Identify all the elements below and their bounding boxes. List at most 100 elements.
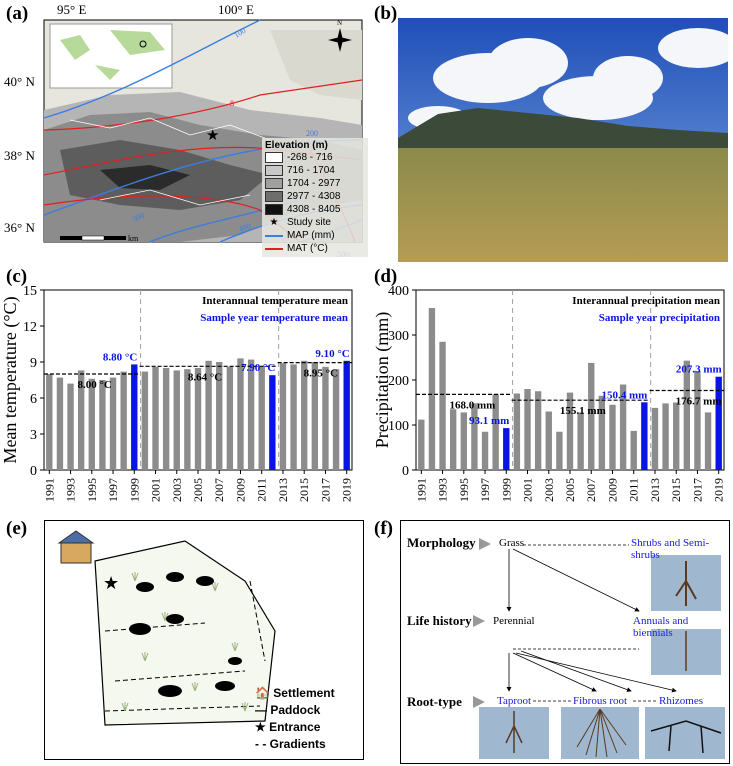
x-tick-label: 2013 — [276, 478, 290, 502]
legend-sample-year: Sample year temperature mean — [200, 312, 348, 324]
grassland-photo — [398, 18, 733, 262]
sample-year-bar — [503, 428, 510, 470]
period-mean-label: 176.7 mm — [676, 395, 722, 407]
legend-paddock: — Paddock — [255, 703, 321, 717]
legend-title: Elevation (m) — [265, 140, 328, 151]
bar — [46, 374, 53, 470]
y-tick-label: 12 — [23, 320, 37, 335]
x-tick-label: 1991 — [414, 478, 428, 502]
node-annuals: Annuals and biennials — [633, 615, 689, 639]
mat-isoline-1 — [43, 79, 363, 131]
legend-item-elev-2: 716 - 1704 — [265, 164, 365, 177]
bar — [109, 377, 117, 470]
map-isoline-100 — [43, 19, 261, 119]
period-mean-label: 8.00 °C — [77, 379, 111, 391]
sample-year-bar — [641, 402, 648, 470]
bar — [524, 389, 531, 470]
bar — [88, 378, 95, 470]
bar — [205, 360, 212, 470]
x-tick-label: 2003 — [170, 478, 184, 502]
traits-panel: Morphology Life history Root-type Grass … — [400, 520, 730, 764]
bar — [545, 411, 552, 470]
legend-sample-year: Sample year precipitation — [599, 312, 720, 324]
row-root-type: Root-type — [407, 694, 462, 709]
sample-year-bar — [131, 364, 138, 470]
x-tick-label: 1991 — [42, 478, 56, 502]
lon-label-95: 95° E — [57, 2, 86, 17]
y-tick-label: 300 — [388, 329, 409, 344]
x-tick-label: 2017 — [318, 478, 332, 502]
y-tick-label: 3 — [30, 428, 37, 443]
map-legend: Elevation (m) -268 - 716 716 - 1704 1704… — [262, 138, 368, 257]
y-tick-label: 400 — [388, 284, 409, 299]
sample-year-bar — [343, 360, 350, 470]
mountains — [398, 108, 728, 158]
panel-label-a: (a) — [6, 3, 29, 24]
bar — [279, 363, 287, 470]
bar — [683, 360, 691, 470]
bar — [258, 366, 265, 470]
legend-gradients: - - Gradients — [255, 737, 326, 751]
node-rhizomes: Rhizomes — [659, 695, 703, 707]
bar — [184, 369, 191, 470]
legend-settlement: 🏠 Settlement — [255, 686, 335, 700]
period-mean-label: 8.95 °C — [304, 368, 338, 380]
bar — [162, 368, 170, 470]
scale-unit: km — [128, 234, 139, 243]
panel-label-f: (f) — [374, 518, 393, 539]
y-tick-label: 0 — [30, 464, 37, 479]
bar — [311, 362, 319, 470]
photo-svg — [398, 18, 733, 262]
node-perennial: Perennial — [493, 615, 535, 627]
bar — [173, 370, 180, 470]
x-tick-label: 1999 — [127, 478, 141, 502]
legend-item-elev-5: 4308 - 8405 — [265, 203, 365, 216]
legend-item-elev-1: -268 - 716 — [265, 151, 365, 164]
bar — [247, 359, 255, 470]
x-tick-label: 2011 — [627, 478, 641, 502]
inset-land — [60, 30, 165, 80]
bar — [141, 371, 149, 470]
lat-label-40: 40° N — [4, 74, 35, 89]
x-tick-label: 2005 — [563, 478, 577, 502]
sample-year-bar — [715, 376, 722, 470]
bar — [290, 364, 297, 470]
bar — [598, 395, 606, 470]
y-tick-label: 0 — [402, 464, 409, 479]
bar — [99, 380, 106, 470]
x-tick-label: 1993 — [64, 478, 78, 502]
legend-item-elev-4: 2977 - 4308 — [265, 190, 365, 203]
node-taproot: Taproot — [497, 695, 532, 707]
isoline-label-400: 400 — [238, 221, 252, 234]
design-legend: 🏠 Settlement — Paddock ★ Entrance - - Gr… — [255, 685, 335, 753]
x-tick-label: 1997 — [478, 478, 492, 502]
x-tick-label: 2007 — [584, 478, 598, 502]
bar — [577, 412, 584, 470]
row-morphology: Morphology — [407, 535, 476, 550]
lat-label-38: 38° N — [4, 148, 35, 163]
inset-study-marker — [139, 40, 147, 48]
legend-interannual: Interannual temperature mean — [202, 295, 348, 307]
sample-value-label: 150.4 mm — [602, 389, 648, 401]
sample-value-label: 8.80 °C — [103, 351, 137, 363]
bar — [301, 360, 308, 470]
admin-boundaries — [69, 117, 271, 206]
x-tick-label: 2015 — [297, 478, 311, 502]
x-tick-label: 2017 — [690, 478, 704, 502]
isoline-label-8: 8 — [230, 99, 234, 108]
grass-tufts — [121, 572, 249, 712]
bar — [619, 384, 627, 470]
lon-label-100: 100° E — [218, 2, 254, 17]
bar — [226, 366, 234, 470]
entrance-star: ★ — [103, 573, 119, 593]
grassland — [398, 148, 728, 262]
sample-value-label: 93.1 mm — [469, 415, 509, 427]
x-tick-label: 1997 — [106, 478, 120, 502]
period-mean-label: 168.0 mm — [449, 399, 495, 411]
panel-label-e: (e) — [6, 518, 28, 539]
bar — [237, 358, 244, 470]
row-life-history: Life history — [407, 613, 472, 628]
legend-item-study-site: ★ Study site — [269, 217, 331, 228]
study-site-star: ★ — [206, 128, 219, 144]
bar — [471, 403, 478, 470]
